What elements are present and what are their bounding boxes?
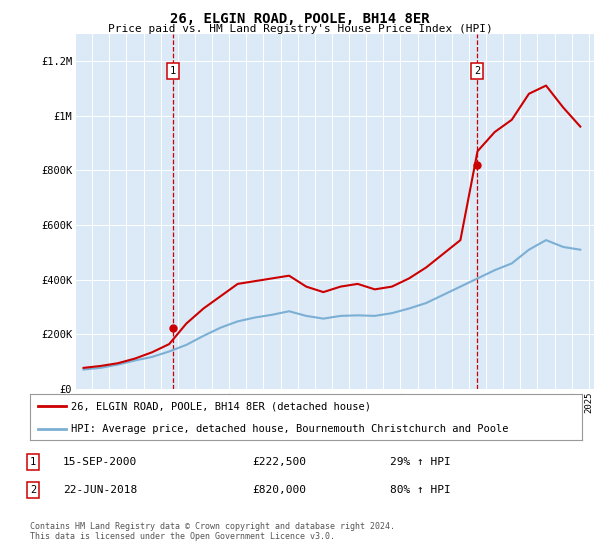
- Text: Contains HM Land Registry data © Crown copyright and database right 2024.
This d: Contains HM Land Registry data © Crown c…: [30, 522, 395, 542]
- Text: 26, ELGIN ROAD, POOLE, BH14 8ER: 26, ELGIN ROAD, POOLE, BH14 8ER: [170, 12, 430, 26]
- Text: 2: 2: [30, 485, 36, 495]
- Text: 1: 1: [30, 457, 36, 467]
- Text: 15-SEP-2000: 15-SEP-2000: [63, 457, 137, 467]
- Text: 80% ↑ HPI: 80% ↑ HPI: [390, 485, 451, 495]
- Text: HPI: Average price, detached house, Bournemouth Christchurch and Poole: HPI: Average price, detached house, Bour…: [71, 423, 509, 433]
- Text: 22-JUN-2018: 22-JUN-2018: [63, 485, 137, 495]
- Text: £222,500: £222,500: [252, 457, 306, 467]
- Text: 1: 1: [170, 66, 176, 76]
- Text: 26, ELGIN ROAD, POOLE, BH14 8ER (detached house): 26, ELGIN ROAD, POOLE, BH14 8ER (detache…: [71, 402, 371, 412]
- Text: 29% ↑ HPI: 29% ↑ HPI: [390, 457, 451, 467]
- Text: 2: 2: [474, 66, 480, 76]
- Text: £820,000: £820,000: [252, 485, 306, 495]
- Text: Price paid vs. HM Land Registry's House Price Index (HPI): Price paid vs. HM Land Registry's House …: [107, 24, 493, 34]
